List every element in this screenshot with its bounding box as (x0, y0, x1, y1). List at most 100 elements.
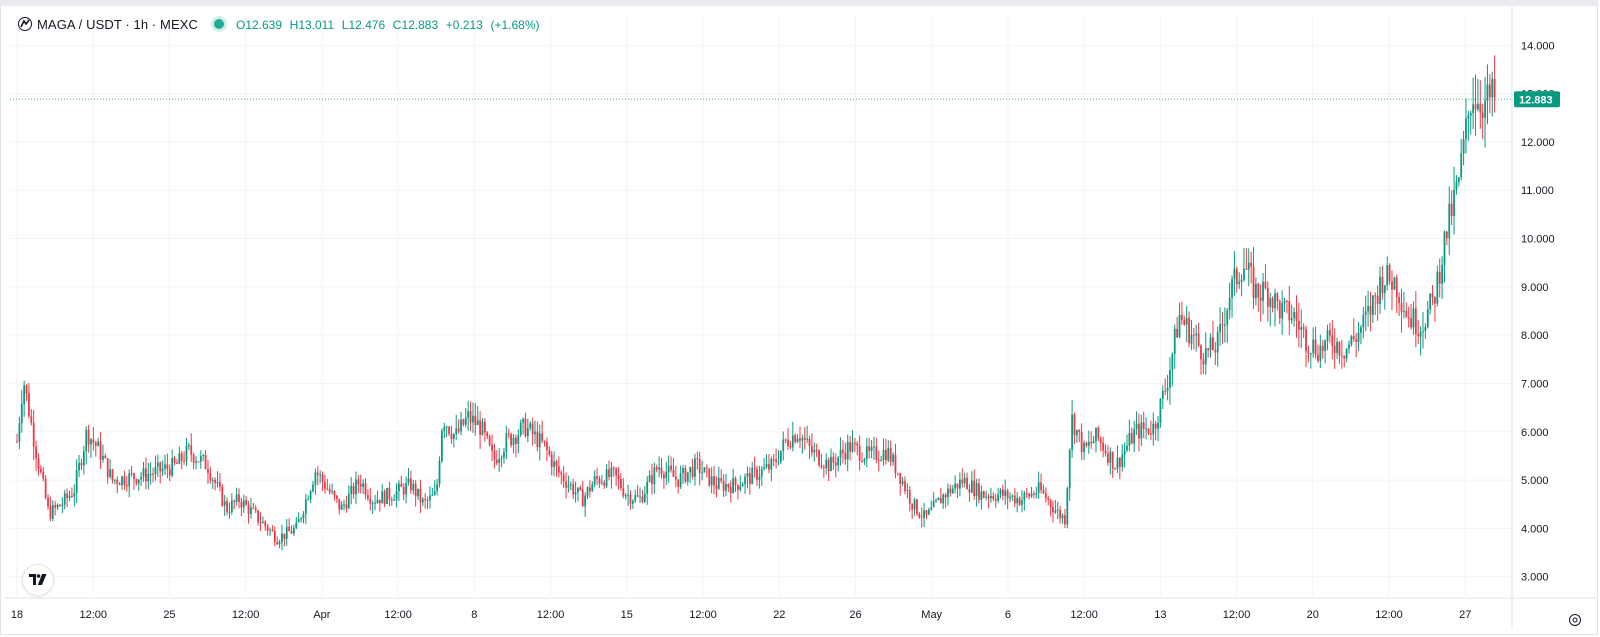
candle (99, 432, 102, 469)
candle (1092, 435, 1095, 444)
candle-body (1207, 348, 1210, 351)
candle (918, 511, 921, 519)
candle-body (202, 454, 205, 457)
candle (875, 437, 878, 464)
candle (278, 539, 281, 549)
candle (386, 487, 388, 505)
candle (966, 472, 968, 490)
candle-body (125, 484, 128, 487)
candle (978, 478, 980, 504)
candle (863, 457, 866, 466)
candle-body (1013, 495, 1016, 504)
candle (1422, 312, 1424, 349)
candle-body (722, 480, 725, 491)
candle-body (1035, 493, 1038, 495)
candle (1235, 266, 1238, 293)
candle (901, 476, 904, 487)
candle-body (1271, 298, 1274, 309)
candle (923, 502, 925, 527)
candle-body (1226, 310, 1229, 325)
y-tick-label: 5.000 (1521, 475, 1549, 487)
candle-body (371, 503, 374, 505)
candle (1138, 413, 1140, 452)
candle-body (357, 479, 360, 485)
candle-body (1235, 268, 1238, 285)
candle-body (68, 495, 71, 498)
candle-body (904, 481, 906, 492)
chart-settings-button[interactable] (1567, 612, 1583, 628)
candle (393, 494, 396, 501)
candle (1276, 291, 1279, 311)
candle (753, 456, 756, 478)
candle-body (47, 497, 49, 507)
candle-body (35, 446, 37, 459)
candle (1135, 411, 1138, 435)
candle-body (321, 474, 324, 482)
candle (734, 476, 737, 493)
candle-body (1455, 181, 1458, 190)
candle (634, 489, 637, 503)
candle-body (498, 458, 501, 464)
candle-body (228, 512, 231, 514)
candle-body (421, 499, 424, 503)
x-tick-label: May (921, 609, 942, 621)
candle (51, 500, 54, 522)
candle (992, 492, 995, 502)
candle-body (1329, 330, 1331, 336)
candle-body (663, 474, 665, 479)
candle-body (830, 456, 832, 472)
candle (1393, 276, 1396, 290)
candle (417, 488, 419, 500)
candle (873, 436, 875, 460)
x-tick-label: 12:00 (232, 609, 260, 621)
candle (331, 483, 333, 495)
candle (178, 446, 181, 465)
market-status-icon[interactable] (213, 19, 224, 29)
candle (180, 450, 183, 470)
candle-body (531, 423, 534, 435)
candle (770, 456, 773, 482)
candle (340, 501, 343, 511)
candle-body (782, 439, 785, 451)
candle-body (815, 449, 818, 451)
candle-body (894, 454, 897, 473)
candle-body (763, 467, 766, 469)
candle (1102, 436, 1105, 458)
candle-body (1262, 281, 1264, 301)
candle (61, 497, 64, 514)
candle-body (324, 481, 326, 489)
tradingview-logo-icon[interactable] (22, 564, 54, 596)
candle-body (870, 447, 873, 452)
candle-body (381, 491, 384, 504)
candle (486, 431, 489, 440)
symbol-title[interactable]: MAGA / USDT · 1h · MEXC (37, 16, 198, 32)
candle (717, 466, 720, 490)
candle-body (500, 457, 503, 459)
candle-body (452, 434, 455, 440)
candle-body (102, 455, 104, 460)
candle (419, 479, 422, 514)
candle-body (1355, 339, 1358, 342)
candle (1033, 490, 1035, 499)
candle-body (1245, 268, 1248, 270)
candle-body (1297, 321, 1300, 330)
candle (507, 428, 510, 439)
candle (125, 475, 128, 492)
candle (756, 465, 758, 487)
candle-body (1436, 271, 1439, 304)
candle (937, 497, 940, 501)
candle-body (285, 526, 288, 539)
candle-body (457, 428, 460, 432)
candle (1479, 80, 1482, 129)
candle (128, 469, 131, 498)
candle-body (1369, 306, 1372, 315)
candle (777, 450, 780, 466)
candle-body (873, 446, 875, 448)
candle (584, 492, 587, 517)
candle-body (658, 467, 661, 470)
candle-body (820, 465, 823, 468)
candle (534, 420, 536, 444)
candle-body (748, 473, 751, 485)
candle-body (1343, 355, 1346, 359)
